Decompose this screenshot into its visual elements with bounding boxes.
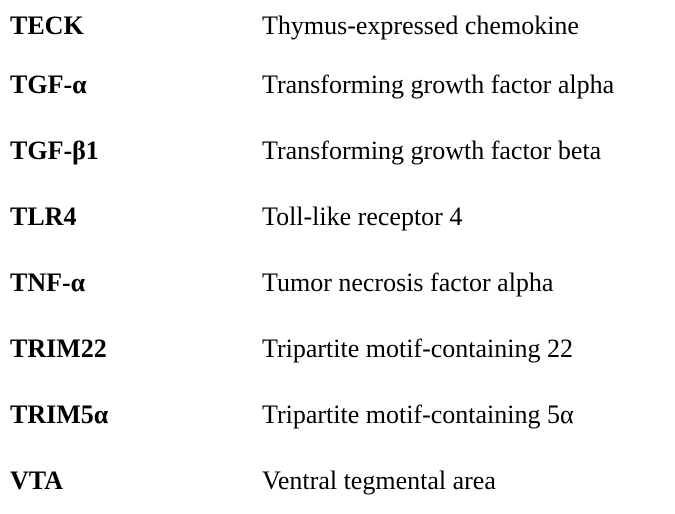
abbreviation-definition: Transforming growth factor beta bbox=[262, 136, 602, 165]
abbreviation-term: TRIM22 bbox=[10, 334, 107, 363]
abbreviation-definition: Thymus-expressed chemokine bbox=[262, 11, 579, 40]
abbreviation-list: TECK Thymus-expressed chemokine TGF-α Tr… bbox=[10, 0, 670, 514]
list-item: TNF-α Tumor necrosis factor alpha bbox=[10, 250, 670, 316]
abbreviation-definition: Tumor necrosis factor alpha bbox=[262, 268, 554, 297]
list-item: TGF-β1 Transforming growth factor beta bbox=[10, 118, 670, 184]
list-item: TGF-α Transforming growth factor alpha bbox=[10, 52, 670, 118]
abbreviation-definition: Transforming growth factor alpha bbox=[262, 70, 615, 99]
abbreviation-term: TRIM5α bbox=[10, 400, 109, 429]
list-item: TRIM5α Tripartite motif-containing 5α bbox=[10, 382, 670, 448]
abbreviation-term: TGF-β1 bbox=[10, 136, 99, 165]
abbreviation-term: TNF-α bbox=[10, 268, 86, 297]
abbreviation-definition: Tripartite motif-containing 5α bbox=[262, 400, 574, 429]
list-item: TECK Thymus-expressed chemokine bbox=[10, 0, 670, 52]
abbreviation-term: VTA bbox=[10, 466, 63, 495]
abbreviation-definition: Toll-like receptor 4 bbox=[262, 202, 463, 231]
abbreviation-term: TLR4 bbox=[10, 202, 77, 231]
abbreviation-term: TGF-α bbox=[10, 70, 87, 99]
abbreviation-definition: Ventral tegmental area bbox=[262, 466, 496, 495]
abbreviation-definition: Tripartite motif-containing 22 bbox=[262, 334, 573, 363]
list-item: TRIM22 Tripartite motif-containing 22 bbox=[10, 316, 670, 382]
abbreviation-term: TECK bbox=[10, 11, 84, 40]
list-item: TLR4 Toll-like receptor 4 bbox=[10, 184, 670, 250]
list-item: VTA Ventral tegmental area bbox=[10, 448, 670, 514]
